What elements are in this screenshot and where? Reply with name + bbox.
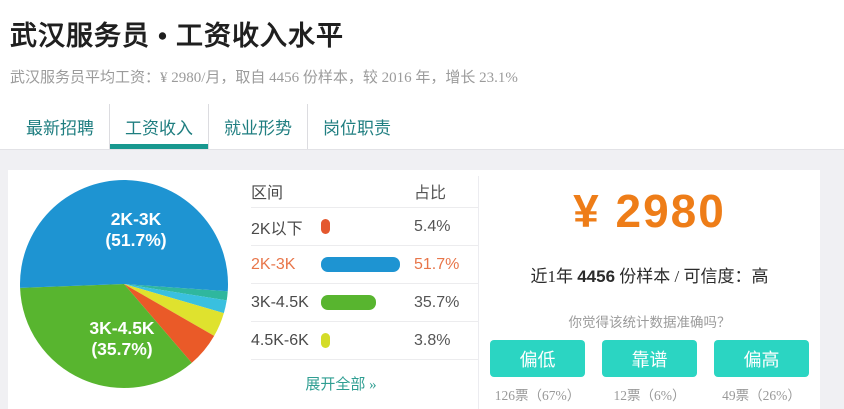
salary-summary-panel: ¥ 2980 近1年 4456 份样本 / 可信度：高 你觉得该统计数据准确吗？… xyxy=(479,170,820,409)
pie-slice-2K-3K[interactable] xyxy=(20,180,229,292)
ratio-bar xyxy=(321,219,330,234)
tab-employment-situation[interactable]: 就业形势 xyxy=(208,104,307,149)
pie-label-2k-3k: 2K-3K (51.7%) xyxy=(61,209,211,251)
salary-stats-card: 2K-3K (51.7%) 3K-4.5K (35.7%) 区间 占比 2K以下… xyxy=(8,170,820,409)
vote-reliable-button[interactable]: 靠谱 xyxy=(602,340,697,377)
salary-range-table: 区间 占比 2K以下 5.4% 2K-3K 51.7% 3K-4.5K 35.7% 4.5K… xyxy=(243,174,478,394)
active-tab-indicator xyxy=(110,144,208,149)
header-range: 区间 xyxy=(251,184,284,202)
tab-label: 最新招聘 xyxy=(26,119,94,138)
tab-label: 就业形势 xyxy=(224,119,292,138)
pie-slice-3K-4.5K[interactable] xyxy=(20,284,192,389)
table-row-2K以下[interactable]: 2K以下 5.4% xyxy=(251,208,478,246)
ratio-bar-track xyxy=(321,295,414,310)
pie-slice-2K以下[interactable] xyxy=(124,284,215,363)
ratio-value: 51.7% xyxy=(414,255,460,273)
salary-distribution-pie-chart[interactable]: 2K-3K (51.7%) 3K-4.5K (35.7%) xyxy=(18,178,230,390)
vote-stats-row: 126票（67%） 12票（6%） 49票（26%） xyxy=(490,384,809,404)
pie-label-line: 3K-4.5K xyxy=(89,318,155,338)
pie-label-line: (35.7%) xyxy=(91,339,153,359)
ratio-bar-track xyxy=(321,333,414,348)
table-header: 区间 占比 xyxy=(251,174,478,208)
ratio-value: 35.7% xyxy=(414,293,460,311)
pie-label-3k-4.5k: 3K-4.5K (35.7%) xyxy=(47,318,197,360)
pie-slice-unlabeled[interactable] xyxy=(124,284,227,314)
header-ratio: 占比 xyxy=(414,184,447,202)
tab-bar: 最新招聘 工资收入 就业形势 岗位职责 xyxy=(0,104,844,150)
ratio-bar xyxy=(321,257,400,272)
pie-slice-4.5K-6K[interactable] xyxy=(124,284,224,336)
vote-too-low-count: 126票（67%） xyxy=(494,388,581,403)
table-row-3K-4.5K[interactable]: 3K-4.5K 35.7% xyxy=(251,284,478,322)
sample-info-line: 近1年 4456 份样本 / 可信度：高 xyxy=(530,262,768,287)
ratio-value: 5.4% xyxy=(414,217,451,235)
table-row-4.5K-6K[interactable]: 4.5K-6K 3.8% xyxy=(251,322,478,360)
sample-suffix: 份样本 / 可信度： xyxy=(619,267,752,286)
vote-buttons-row: 偏低 靠谱 偏高 xyxy=(490,340,809,377)
ratio-bar-track xyxy=(321,257,414,272)
ratio-bar xyxy=(321,295,376,310)
range-label: 3K-4.5K xyxy=(251,293,309,311)
vote-too-high-button[interactable]: 偏高 xyxy=(714,340,809,377)
pie-label-line: 2K-3K xyxy=(110,209,162,229)
vote-too-low-button[interactable]: 偏低 xyxy=(490,340,585,377)
vote-too-high-count: 49票（26%） xyxy=(722,388,801,403)
pie-svg xyxy=(20,180,229,389)
table-row-2K-3K[interactable]: 2K-3K 51.7% xyxy=(251,246,478,284)
ratio-bar xyxy=(321,333,330,348)
pie-label-line: (51.7%) xyxy=(105,230,167,250)
vote-reliable-count: 12票（6%） xyxy=(613,388,686,403)
tab-label: 工资收入 xyxy=(125,119,193,138)
tab-label: 岗位职责 xyxy=(323,119,391,138)
range-label: 4.5K-6K xyxy=(251,331,309,349)
ratio-value: 3.8% xyxy=(414,331,451,349)
tab-salary-income[interactable]: 工资收入 xyxy=(109,104,208,149)
sample-prefix: 近1年 xyxy=(530,267,573,286)
page-title: 武汉服务员 • 工资收入水平 xyxy=(10,21,344,51)
table-body: 2K以下 5.4% 2K-3K 51.7% 3K-4.5K 35.7% 4.5K-6K 3.8… xyxy=(251,208,478,360)
ratio-bar-track xyxy=(321,219,414,234)
vote-question: 你觉得该统计数据准确吗？ xyxy=(568,315,731,330)
credibility-value: 高 xyxy=(751,267,769,286)
page-header: 武汉服务员 • 工资收入水平 武汉服务员平均工资：¥ 2980/月，取自 445… xyxy=(0,0,844,104)
sample-count: 4456 xyxy=(577,267,616,286)
range-label: 2K-3K xyxy=(251,255,296,273)
expand-all-link[interactable]: 展开全部 » xyxy=(305,377,377,393)
page-subtitle: 武汉服务员平均工资：¥ 2980/月，取自 4456 份样本，较 2016 年，… xyxy=(10,70,518,86)
pie-slice-unlabeled[interactable] xyxy=(124,284,228,301)
range-label: 2K以下 xyxy=(251,220,303,238)
tab-latest-jobs[interactable]: 最新招聘 xyxy=(11,104,109,149)
tab-job-responsibilities[interactable]: 岗位职责 xyxy=(307,104,406,149)
vertical-divider xyxy=(478,176,479,409)
average-salary-value: ¥ 2980 xyxy=(573,185,726,237)
